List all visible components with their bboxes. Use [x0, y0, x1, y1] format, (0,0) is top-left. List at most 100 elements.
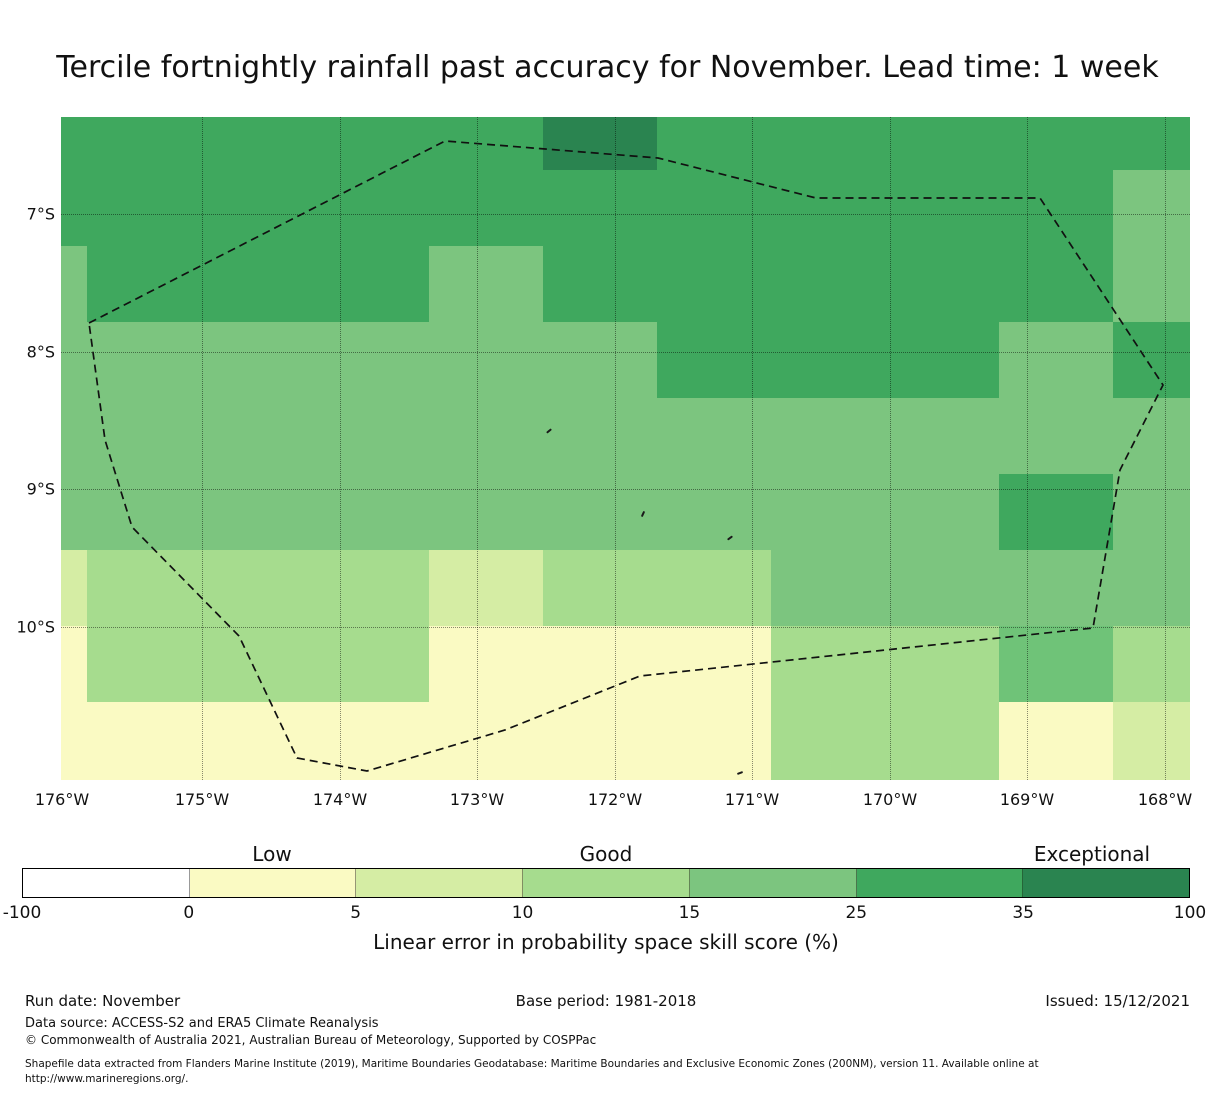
grid-cell — [315, 398, 429, 474]
x-axis-tick-label: 172°W — [587, 790, 643, 809]
colorbar-category-label: Low — [252, 842, 292, 866]
x-axis-tick-label: 171°W — [724, 790, 780, 809]
grid-cell — [657, 246, 771, 322]
grid-cell — [657, 550, 771, 626]
footer-run-date: Run date: November — [25, 992, 181, 1010]
grid-cell — [61, 702, 87, 780]
grid-cell — [1113, 626, 1190, 702]
grid-cell — [315, 474, 429, 550]
grid-cell — [61, 626, 87, 702]
grid-cell — [87, 474, 201, 550]
grid-cell — [201, 246, 315, 322]
colorbar-segment — [189, 869, 357, 897]
x-axis-tick-label: 175°W — [174, 790, 230, 809]
longitude-gridline — [477, 117, 478, 780]
longitude-gridline — [615, 117, 616, 780]
grid-cell — [201, 550, 315, 626]
grid-cell — [885, 474, 999, 550]
grid-cell — [885, 398, 999, 474]
colorbar — [22, 868, 1190, 898]
grid-cell — [1113, 398, 1190, 474]
x-axis-tick-label: 169°W — [999, 790, 1055, 809]
grid-cell — [771, 702, 885, 780]
grid-cell — [771, 170, 885, 246]
colorbar-segment — [23, 869, 190, 897]
grid-cell — [885, 170, 999, 246]
x-axis-tick-label: 170°W — [862, 790, 918, 809]
grid-cell — [543, 117, 657, 170]
grid-cell — [315, 626, 429, 702]
grid-cell — [201, 626, 315, 702]
grid-cell — [543, 246, 657, 322]
colorbar-segment — [523, 869, 690, 897]
longitude-gridline — [752, 117, 753, 780]
y-axis-tick-label: 10°S — [16, 617, 55, 637]
footer-data-source: Data source: ACCESS-S2 and ERA5 Climate … — [25, 1016, 379, 1031]
longitude-gridline — [1165, 117, 1166, 780]
grid-cell — [1113, 246, 1190, 322]
latitude-gridline — [61, 352, 1190, 353]
grid-cell — [543, 170, 657, 246]
latitude-gridline — [61, 489, 1190, 490]
grid-cell — [315, 702, 429, 780]
grid-cell — [1113, 117, 1190, 170]
grid-cell — [999, 246, 1113, 322]
grid-cell — [543, 626, 657, 702]
grid-cell — [543, 702, 657, 780]
x-axis-tick-label: 176°W — [34, 790, 90, 809]
grid-cell — [315, 550, 429, 626]
grid-cell — [429, 702, 543, 780]
grid-cell — [657, 322, 771, 398]
grid-cell — [429, 117, 543, 170]
grid-cell — [999, 474, 1113, 550]
colorbar-category-label: Good — [579, 842, 633, 866]
grid-cell — [999, 322, 1113, 398]
grid-cell — [657, 398, 771, 474]
grid-cell — [201, 117, 315, 170]
longitude-gridline — [202, 117, 203, 780]
grid-cell — [87, 398, 201, 474]
grid-cell — [429, 322, 543, 398]
grid-cell — [999, 170, 1113, 246]
grid-cell — [657, 702, 771, 780]
grid-cell — [87, 550, 201, 626]
grid-cell — [429, 474, 543, 550]
colorbar-tick-label: 10 — [511, 903, 534, 923]
grid-cell — [657, 474, 771, 550]
grid-cell — [885, 550, 999, 626]
colorbar-tick-label: 0 — [183, 903, 195, 923]
grid-cell — [315, 117, 429, 170]
grid-cell — [61, 117, 87, 170]
grid-cell — [1113, 322, 1190, 398]
grid-cell — [201, 398, 315, 474]
grid-cell — [201, 170, 315, 246]
y-axis-tick-label: 8°S — [26, 342, 55, 362]
footer-base-period: Base period: 1981-2018 — [515, 992, 697, 1010]
footer-shapefile-attribution: Shapefile data extracted from Flanders M… — [25, 1058, 1039, 1070]
colorbar-segment — [689, 869, 857, 897]
grid-cell — [87, 626, 201, 702]
grid-cell — [657, 117, 771, 170]
grid-cell — [543, 474, 657, 550]
colorbar-segment — [856, 869, 1024, 897]
grid-cell — [429, 398, 543, 474]
grid-cell — [771, 550, 885, 626]
grid-cell — [61, 474, 87, 550]
grid-cell — [87, 702, 201, 780]
grid-cell — [543, 398, 657, 474]
grid-cell — [543, 322, 657, 398]
grid-cell — [87, 117, 201, 170]
colorbar-tick-label: 35 — [1012, 903, 1034, 923]
grid-cell — [999, 398, 1113, 474]
grid-cell — [543, 550, 657, 626]
x-axis-tick-label: 173°W — [449, 790, 505, 809]
longitude-gridline — [890, 117, 891, 780]
grid-cell — [1113, 550, 1190, 626]
grid-cell — [87, 246, 201, 322]
latitude-gridline — [61, 627, 1190, 628]
colorbar-axis-title: Linear error in probability space skill … — [373, 930, 839, 954]
grid-cell — [999, 117, 1113, 170]
skill-map — [61, 117, 1190, 780]
grid-cell — [201, 702, 315, 780]
